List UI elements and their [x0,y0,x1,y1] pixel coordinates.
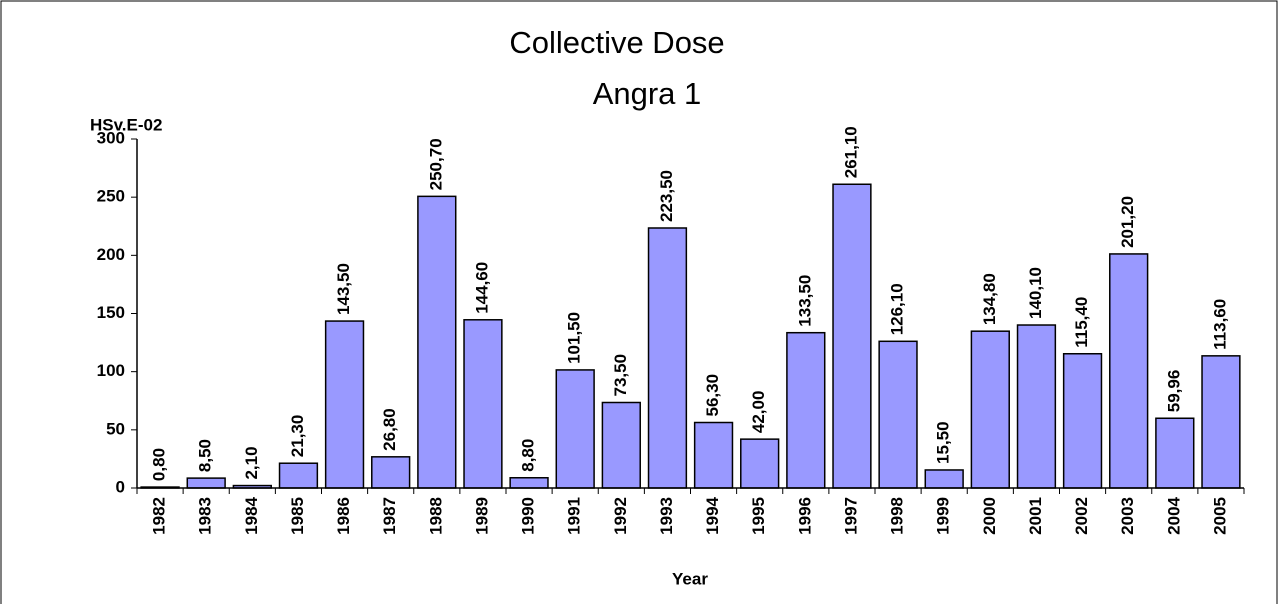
bar [463,319,503,489]
x-tick-label: 1999 [934,497,953,535]
bar [878,340,918,489]
data-label: 250,70 [426,138,445,190]
bar [693,421,734,489]
x-tick-label: 1982 [150,497,169,535]
data-label: 223,50 [657,170,676,222]
x-tick-label: 2003 [1118,497,1137,535]
x-tick-label: 1995 [749,497,768,535]
chart-title: Collective Dose [509,25,724,60]
bar [417,195,457,489]
data-label: 8,50 [196,439,215,472]
bar [371,456,411,489]
bar [1016,324,1057,489]
y-tick-label: 300 [97,128,125,147]
data-label: 8,80 [519,439,538,472]
data-label: 140,10 [1026,267,1045,319]
x-tick-label: 1991 [565,497,584,535]
data-label: 42,00 [749,391,768,434]
bar [601,401,641,489]
data-label: 56,30 [703,374,722,417]
bar [970,330,1010,489]
data-label: 101,50 [565,312,584,364]
bar [832,183,872,489]
bar [740,438,780,489]
data-label: 143,50 [334,263,353,315]
x-tick-label: 2002 [1072,497,1091,535]
bar [1109,253,1149,489]
x-tick-label: 1993 [657,497,676,535]
bar [1062,353,1103,489]
x-tick-label: 1985 [288,497,307,535]
x-tick-label: 1992 [611,497,630,535]
x-tick-label: 2005 [1210,497,1229,535]
x-tick-label: 1994 [703,496,722,534]
y-axis-label: HSv.E-02 [90,115,162,134]
x-tick-label: 1998 [888,497,907,535]
x-tick-label: 2000 [980,497,999,535]
data-label: 2,10 [242,446,261,479]
bar [324,320,365,489]
data-label: 73,50 [611,354,630,397]
x-tick-label: 1997 [841,497,860,535]
x-tick-label: 1984 [242,496,261,534]
data-label: 15,50 [934,421,953,464]
data-label: 134,80 [980,273,999,325]
y-tick-label: 250 [97,187,125,206]
bar [509,477,549,489]
data-label: 144,60 [472,262,491,314]
x-tick-label: 1988 [426,497,445,535]
data-label: 113,60 [1210,299,1229,350]
x-axis-label: Year [672,569,708,588]
bar [278,462,319,489]
chart-subtitle: Angra 1 [593,76,702,111]
x-tick-label: 2001 [1026,497,1045,535]
data-label: 115,40 [1072,297,1091,348]
x-tick-label: 1987 [380,497,399,535]
bar [186,477,226,489]
x-tick-label: 1996 [795,497,814,535]
bar [555,369,595,489]
bar [647,227,688,489]
y-tick-label: 0 [116,477,125,496]
data-label: 26,80 [380,408,399,451]
x-tick-label: 1989 [472,497,491,535]
data-label: 21,30 [288,415,307,458]
data-label: 201,20 [1118,196,1137,248]
y-tick-label: 100 [97,361,125,380]
data-label: 126,10 [888,283,907,335]
x-tick-label: 1986 [334,497,353,535]
x-tick-label: 1983 [196,497,215,535]
x-tick-label: 2004 [1164,496,1183,534]
bar [1201,355,1241,489]
y-tick-label: 50 [106,419,125,438]
bar [1155,417,1195,489]
data-label: 59,96 [1164,370,1183,413]
x-tick-label: 1990 [519,497,538,535]
data-label: 133,50 [795,275,814,327]
data-label: 261,10 [841,126,860,178]
bar [786,331,826,489]
data-label: 0,80 [150,448,169,481]
y-tick-label: 200 [97,245,125,264]
y-tick-label: 150 [97,303,125,322]
bar [924,469,964,489]
